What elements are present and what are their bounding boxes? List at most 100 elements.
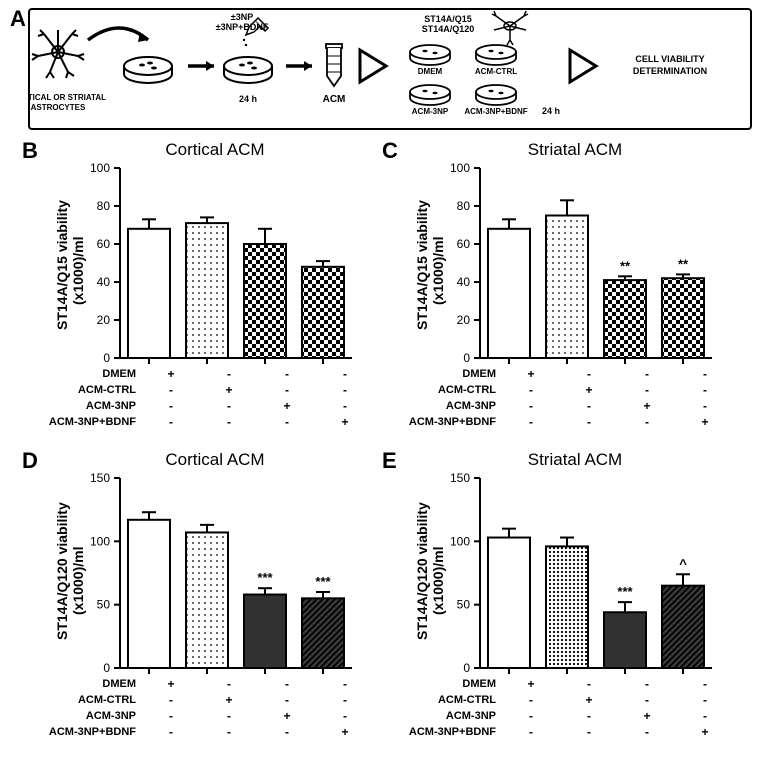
cond-cell: + [618,708,676,724]
panel-B-title: Cortical ACM [40,140,390,160]
svg-text:ACM-3NP: ACM-3NP [412,107,449,116]
cond-cell: - [258,414,316,430]
cond-cell: - [200,708,258,724]
svg-text:ACM-CTRL: ACM-CTRL [475,67,517,76]
cond-cell: - [200,414,258,430]
cond-cell: + [200,382,258,398]
cond-row: ACM-3NP+BDNF---+ [400,414,750,430]
sig-D-2: *** [257,570,273,585]
bar-D-1 [186,532,228,668]
cond-cell: - [316,398,374,414]
cond-row: ACM-3NP--+- [40,708,390,724]
outcome-2: DETERMINATION [633,66,707,76]
cond-row: ACM-3NP+BDNF---+ [40,724,390,740]
cond-cell: - [676,708,734,724]
panel-D-ylabel: ST14A/Q120 viability [54,502,70,640]
panel-D-title: Cortical ACM [40,450,390,470]
cond-cell: - [142,398,200,414]
cond-cell: - [618,414,676,430]
bar-E-0 [488,538,530,668]
cond-cell: - [316,676,374,692]
sig-D-3: *** [315,574,331,589]
cond-cell: - [142,724,200,740]
cond-cell: - [618,692,676,708]
cond-row: DMEM+--- [400,676,750,692]
svg-text:100: 100 [450,161,470,175]
dish-grid: DMEM ACM-CTRL ACM-3NP [410,45,528,116]
cond-cell: - [676,692,734,708]
cond-cell: + [200,692,258,708]
panel-E-title: Striatal ACM [400,450,750,470]
cond-cell: - [316,708,374,724]
svg-text:40: 40 [457,275,471,289]
panel-B-ylabel: ST14A/Q15 viability [54,200,70,330]
bar-D-0 [128,520,170,668]
cond-row: ACM-3NP+BDNF---+ [400,724,750,740]
cond-row: ACM-3NP+BDNF---+ [40,414,390,430]
svg-text:80: 80 [457,199,471,213]
arrow-2 [286,61,312,71]
cond-label: ACM-CTRL [400,382,502,398]
cond-cell: - [618,676,676,692]
cond-label: ACM-3NP [400,398,502,414]
cond-cell: - [502,692,560,708]
cond-label: ACM-3NP+BDNF [40,414,142,430]
acm-label: ACM [323,94,346,105]
panel-A: CORTICAL OR STRIATAL ASTROCYTES [28,8,752,130]
panel-B: BCortical ACMST14A/Q15 viability(x1000)/… [40,140,390,430]
svg-text:60: 60 [97,237,111,251]
cond-label: ACM-CTRL [400,692,502,708]
cond-cell: + [258,398,316,414]
cond-cell: - [142,382,200,398]
panel-E-conditions: DMEM+---ACM-CTRL-+--ACM-3NP--+-ACM-3NP+B… [400,676,750,740]
cond-row: ACM-CTRL-+-- [400,692,750,708]
astro-label-2: ASTROCYTES [31,103,86,112]
sig-E-3: ^ [679,556,687,571]
cells-label-1: ST14A/Q15 [424,14,472,24]
astro-label-1: CORTICAL OR STRIATAL [30,93,106,102]
arrow-1 [188,61,214,71]
cond-cell: - [258,676,316,692]
bar-C-3 [662,278,704,358]
svg-text:0: 0 [103,661,110,675]
cond-cell: + [502,676,560,692]
cond-label: DMEM [400,676,502,692]
cond-cell: - [258,724,316,740]
outcome-1: CELL VIABILITY [635,54,704,64]
cond-cell: - [200,724,258,740]
bar-C-2 [604,280,646,358]
svg-text:100: 100 [90,534,110,548]
cond-cell: - [502,398,560,414]
sig-E-2: *** [617,584,633,599]
bar-C-1 [546,216,588,359]
cond-label: ACM-CTRL [40,692,142,708]
cond-cell: - [502,708,560,724]
cond-cell: - [618,724,676,740]
panel-D-conditions: DMEM+---ACM-CTRL-+--ACM-3NP--+-ACM-3NP+B… [40,676,390,740]
bar-E-3 [662,586,704,668]
cond-cell: - [560,366,618,382]
cond-cell: - [316,692,374,708]
cond-label: DMEM [400,366,502,382]
cond-label: ACM-3NP+BDNF [40,724,142,740]
svg-text:0: 0 [463,661,470,675]
panel-E-label: E [382,448,397,474]
panel-E-ylabel-2: (x1000)/ml [430,546,446,614]
panel-C-title: Striatal ACM [400,140,750,160]
svg-text:100: 100 [90,161,110,175]
panel-D-ylabel-2: (x1000)/ml [70,546,86,614]
cond-cell: - [502,382,560,398]
cond-row: ACM-3NP--+- [400,398,750,414]
panel-E: EStriatal ACMST14A/Q120 viability(x1000)… [400,450,750,740]
cond-label: ACM-3NP [40,708,142,724]
cond-cell: - [676,398,734,414]
incub-1: 24 h [239,94,257,104]
cond-cell: - [258,366,316,382]
panel-E-ylabel: ST14A/Q120 viability [414,502,430,640]
cond-label: ACM-3NP [400,708,502,724]
panel-A-schematic: CORTICAL OR STRIATAL ASTROCYTES [30,10,754,132]
sig-C-2: ** [620,258,631,273]
bar-C-0 [488,229,530,358]
cond-cell: - [258,382,316,398]
cond-cell: + [142,366,200,382]
